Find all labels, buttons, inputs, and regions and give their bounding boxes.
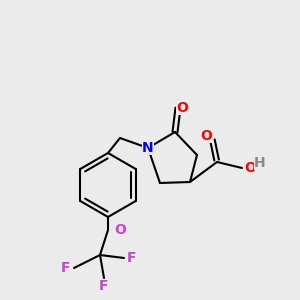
Text: F: F	[99, 279, 109, 293]
Text: F: F	[61, 261, 71, 275]
Text: N: N	[142, 141, 154, 155]
Text: H: H	[254, 156, 266, 170]
Text: O: O	[114, 223, 126, 237]
Text: O: O	[176, 101, 188, 115]
Text: O: O	[244, 161, 256, 175]
Text: F: F	[127, 251, 137, 265]
Text: O: O	[200, 129, 212, 143]
